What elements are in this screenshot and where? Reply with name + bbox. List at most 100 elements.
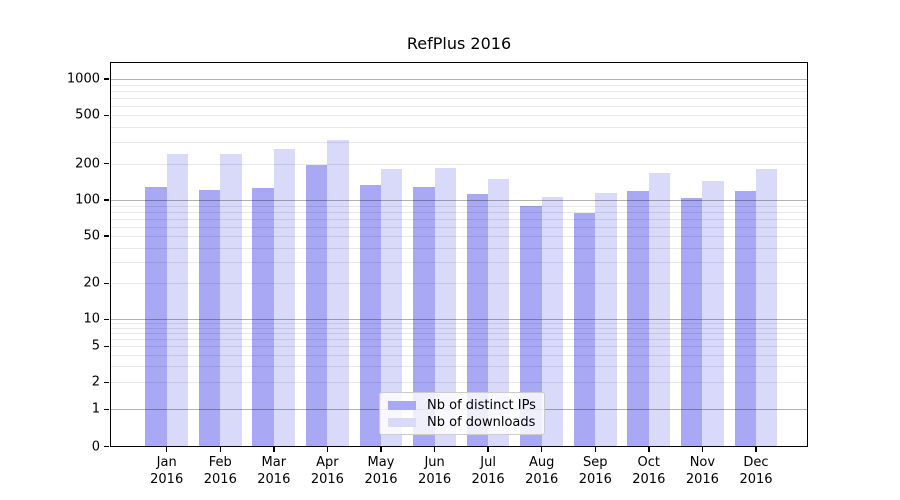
legend-label: Nb of downloads xyxy=(427,415,536,430)
x-tick-label-may-2016: May 2016 xyxy=(364,455,398,487)
bar-oct-2016-downloads xyxy=(648,173,671,447)
gridline-40 xyxy=(110,247,808,249)
gridline-50 xyxy=(110,235,808,237)
y-tick-label-0: 0 xyxy=(91,439,100,455)
gridline-80 xyxy=(110,211,808,213)
bar-sep-2016-downloads xyxy=(595,193,617,447)
gridline-200 xyxy=(110,163,808,165)
x-tick-mark-11 xyxy=(701,447,704,452)
y-tick-mark-50 xyxy=(104,235,109,237)
gridline-20 xyxy=(110,283,808,285)
bar-sep-2016-distinct-ips xyxy=(573,212,596,447)
bar-nov-2016-downloads xyxy=(702,180,724,447)
gridline-900 xyxy=(110,84,808,86)
y-tick-label-1000: 1000 xyxy=(66,71,100,87)
bar-mar-2016-downloads xyxy=(273,149,296,447)
legend-label: Nb of distinct IPs xyxy=(427,398,536,413)
x-tick-mark-9 xyxy=(594,447,596,452)
legend-item-downloads: Nb of downloads xyxy=(388,414,544,431)
bar-jul-2016-distinct-ips xyxy=(466,194,489,447)
y-tick-label-500: 500 xyxy=(75,107,100,123)
x-tick-label-jun-2016: Jun 2016 xyxy=(418,455,452,487)
gridline-300 xyxy=(110,142,808,144)
gridline-4 xyxy=(110,355,808,357)
bar-aug-2016-downloads xyxy=(541,196,564,447)
y-tick-mark-2 xyxy=(104,381,109,383)
bar-dec-2016-downloads xyxy=(756,169,778,447)
bar-oct-2016-distinct-ips xyxy=(627,191,649,447)
gridline-400 xyxy=(110,127,808,129)
bar-jan-2016-downloads xyxy=(166,154,189,447)
x-tick-mark-4 xyxy=(326,447,329,452)
chart-title: RefPlus 2016 xyxy=(406,34,512,53)
gridline-7 xyxy=(110,333,808,335)
y-tick-label-5: 5 xyxy=(91,338,100,354)
bar-jun-2016-downloads xyxy=(434,168,456,447)
gridline-100 xyxy=(110,200,808,201)
gridline-600 xyxy=(110,105,808,107)
x-tick-mark-6 xyxy=(433,447,436,452)
x-tick-mark-1 xyxy=(165,447,168,452)
gridline-90 xyxy=(110,205,808,207)
x-tick-label-nov-2016: Nov 2016 xyxy=(685,455,719,487)
gridline-9 xyxy=(110,323,808,325)
x-tick-mark-5 xyxy=(380,447,382,452)
gridline-5 xyxy=(110,346,808,348)
gridline-800 xyxy=(110,90,808,92)
legend: Nb of distinct IPs Nb of downloads xyxy=(379,392,545,435)
bar-jan-2016-distinct-ips xyxy=(145,187,167,447)
x-tick-label-jan-2016: Jan 2016 xyxy=(150,455,184,487)
bar-jul-2016-downloads xyxy=(488,179,510,447)
gridline-60 xyxy=(110,226,808,228)
x-tick-label-apr-2016: Apr 2016 xyxy=(310,455,344,487)
y-tick-mark-10 xyxy=(104,318,109,321)
y-tick-label-100: 100 xyxy=(75,192,100,208)
y-tick-label-50: 50 xyxy=(83,228,100,244)
gridline-10 xyxy=(110,319,808,321)
y-tick-mark-1 xyxy=(104,408,109,411)
gridline-3 xyxy=(110,366,808,368)
y-tick-mark-1000 xyxy=(104,78,109,80)
legend-swatch-downloads xyxy=(388,418,416,427)
y-tick-mark-100 xyxy=(104,199,109,201)
gridline-700 xyxy=(110,97,808,99)
bar-apr-2016-distinct-ips xyxy=(306,164,328,447)
x-tick-label-dec-2016: Dec 2016 xyxy=(739,455,773,487)
gridline-2 xyxy=(110,382,808,384)
bar-feb-2016-downloads xyxy=(220,154,242,447)
gridline-500 xyxy=(110,115,808,117)
x-tick-label-aug-2016: Aug 2016 xyxy=(525,455,559,487)
gridline-70 xyxy=(110,218,808,220)
y-tick-mark-5 xyxy=(104,345,109,348)
x-tick-mark-10 xyxy=(648,447,650,452)
y-tick-label-1: 1 xyxy=(91,401,100,417)
bar-apr-2016-downloads xyxy=(327,140,349,447)
x-tick-label-mar-2016: Mar 2016 xyxy=(257,455,291,487)
bar-may-2016-distinct-ips xyxy=(359,185,381,447)
gridline-6 xyxy=(110,339,808,341)
y-tick-mark-0 xyxy=(104,445,109,448)
bar-aug-2016-distinct-ips xyxy=(520,205,542,447)
x-tick-label-sep-2016: Sep 2016 xyxy=(578,455,612,487)
legend-swatch-distinct-ips xyxy=(388,401,416,410)
y-tick-label-2: 2 xyxy=(91,374,100,390)
bar-dec-2016-distinct-ips xyxy=(734,190,756,447)
x-tick-mark-8 xyxy=(540,447,543,452)
bar-feb-2016-distinct-ips xyxy=(198,190,221,447)
x-tick-mark-12 xyxy=(755,447,757,452)
bar-nov-2016-distinct-ips xyxy=(681,198,703,447)
y-tick-mark-20 xyxy=(104,282,109,285)
gridline-1000 xyxy=(110,79,808,80)
x-tick-mark-2 xyxy=(219,447,221,452)
y-tick-label-10: 10 xyxy=(83,311,100,327)
bar-jun-2016-distinct-ips xyxy=(413,187,435,447)
x-tick-mark-3 xyxy=(273,447,275,452)
x-tick-label-jul-2016: Jul 2016 xyxy=(471,455,505,487)
plot-area xyxy=(110,62,808,447)
y-tick-mark-200 xyxy=(104,162,109,165)
x-tick-mark-7 xyxy=(487,447,489,452)
y-tick-label-20: 20 xyxy=(83,275,100,291)
bar-may-2016-downloads xyxy=(381,169,403,447)
x-tick-label-oct-2016: Oct 2016 xyxy=(632,455,666,487)
